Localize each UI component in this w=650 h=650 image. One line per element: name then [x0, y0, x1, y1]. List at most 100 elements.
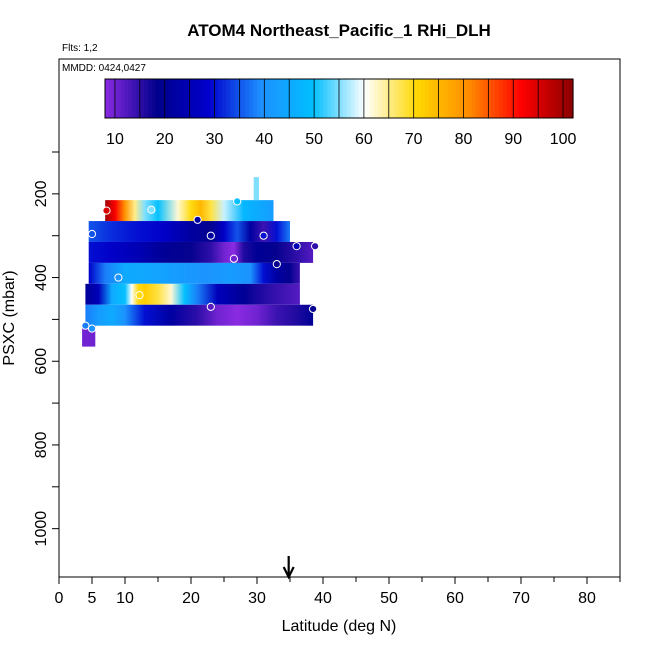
heatmap-band [253, 177, 259, 201]
heatmap-bands [82, 177, 314, 347]
colorbar-cell [155, 79, 161, 118]
colorbar-cell [561, 79, 566, 118]
colorbar-cell [378, 79, 383, 118]
colorbar-cell [335, 79, 340, 118]
colorbar-tick-label: 50 [305, 131, 323, 148]
chart-title: ATOM4 Northeast_Pacific_1 RHi_DLH [187, 21, 491, 40]
colorbar-tick-label: 10 [106, 131, 124, 148]
colorbar-cell [253, 79, 258, 118]
colorbar-cell [502, 79, 508, 118]
colorbar-cell [342, 79, 348, 118]
y-tick-label: 1000 [33, 511, 50, 547]
colorbar-cell [537, 79, 543, 118]
colorbar-cell [198, 79, 204, 118]
colorbar-cell [144, 79, 149, 118]
data-point [309, 304, 318, 314]
y-tick-label: 200 [33, 180, 50, 207]
colorbar-cell [479, 79, 484, 118]
colorbar-cell [448, 79, 453, 118]
colorbar-cell [163, 79, 168, 118]
colorbar-cell [307, 79, 313, 118]
colorbar-cell [362, 79, 367, 118]
data-points [81, 197, 320, 333]
colorbar-cell [241, 79, 246, 118]
colorbar-cell [303, 79, 309, 118]
colorbar-cell [151, 79, 157, 118]
colorbar-cell [327, 79, 332, 118]
colorbar-cell [120, 79, 126, 118]
colorbar-cell [506, 79, 512, 118]
colorbar-cell [331, 79, 336, 118]
colorbar-cell [483, 79, 488, 118]
x-tick-label: 50 [380, 590, 398, 607]
colorbar-cell [530, 79, 535, 118]
y-tick-label: 400 [33, 264, 50, 291]
colorbar-cell [534, 79, 539, 118]
colorbar-cell [346, 79, 352, 118]
y-axis: 200 400 600 800 1000 [33, 151, 59, 547]
colorbar-cell [124, 79, 129, 118]
colorbar-tick-label: 90 [504, 131, 522, 148]
colorbar-cell [366, 79, 371, 118]
colorbar-cell [491, 79, 496, 118]
colorbar-cell [397, 79, 402, 118]
colorbar-cell [225, 79, 231, 118]
x-axis-label: Latitude (deg N) [282, 618, 397, 635]
colorbar-cell [264, 79, 270, 118]
colorbar-cell [358, 79, 363, 118]
colorbar-cell [557, 79, 562, 118]
colorbar-cell [268, 79, 274, 118]
colorbar-cell [245, 79, 250, 118]
colorbar-cell [498, 79, 504, 118]
colorbar-cell [210, 79, 215, 118]
x-tick-label: 30 [248, 590, 266, 607]
colorbar-cell [374, 79, 379, 118]
colorbar-cell [147, 79, 153, 118]
colorbar-cell [518, 79, 523, 118]
colorbar-cell [128, 79, 133, 118]
data-point [272, 260, 281, 269]
colorbar-cell [237, 79, 243, 118]
colorbar-cell [354, 79, 360, 118]
colorbar-cell [471, 79, 477, 118]
latitude-marker-arrow [282, 556, 295, 580]
colorbar-cell [393, 79, 399, 118]
colorbar-cell [405, 79, 410, 118]
y-tick-label: 600 [33, 348, 50, 375]
x-tick-label: 40 [314, 590, 332, 607]
colorbar-cell [136, 79, 141, 118]
colorbar-cell [175, 79, 180, 118]
colorbar-cell [179, 79, 184, 118]
data-point [81, 321, 90, 330]
colorbar-cell [140, 79, 145, 118]
x-tick-label: 10 [116, 590, 134, 607]
colorbar-cell [420, 79, 426, 118]
heatmap-band [105, 200, 274, 222]
colorbar-cell [444, 79, 449, 118]
data-point [206, 231, 215, 240]
colorbar-cell [475, 79, 480, 118]
colorbar-cell [510, 79, 516, 118]
marker-head [282, 566, 295, 580]
x-tick-label: 0 [55, 590, 64, 607]
data-point [233, 197, 242, 206]
colorbar-cell [401, 79, 406, 118]
colorbar-tick-label: 100 [550, 131, 577, 148]
colorbar-cell [108, 79, 114, 118]
colorbar-cell [280, 79, 285, 118]
data-point [206, 302, 215, 311]
colorbar-cell [261, 79, 266, 118]
colorbar-cell [428, 79, 434, 118]
colorbar: 10 20 30 40 50 60 70 80 90 100 [104, 78, 577, 148]
heatmap-band [88, 241, 314, 263]
colorbar-cell [370, 79, 375, 118]
colorbar-cell [171, 79, 176, 118]
colorbar-tick-label: 20 [156, 131, 174, 148]
colorbar-cell [202, 79, 207, 118]
data-point [114, 273, 123, 282]
colorbar-cell [440, 79, 445, 118]
colorbar-cell [132, 79, 137, 118]
plot-frame [58, 58, 621, 578]
data-point [292, 242, 301, 251]
colorbar-cell [319, 79, 324, 118]
